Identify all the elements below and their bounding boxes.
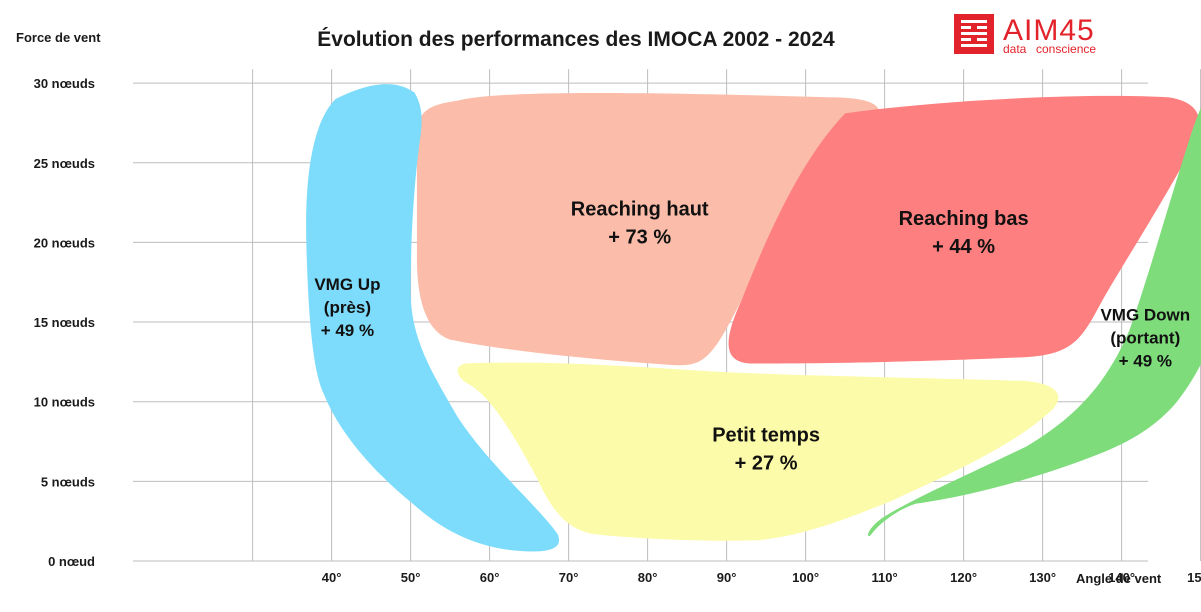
x-tick-label: 70° <box>559 570 579 585</box>
logo-tagline-data: data <box>1003 42 1027 56</box>
region-label-line: + 49 % <box>321 321 374 340</box>
x-tick-label: 130° <box>1029 570 1056 585</box>
region-reaching-haut <box>416 92 879 366</box>
region-vmg-up <box>306 84 560 552</box>
region-label-reaching-bas: Reaching bas + 44 % <box>899 208 1029 258</box>
region-label-line: VMG Down <box>1100 305 1190 324</box>
y-tick-label: 5 nœuds <box>41 474 95 489</box>
region-label-vmg-up: VMG Up (près) + 49 % <box>314 275 380 340</box>
logo-name: AIM45 <box>1003 14 1095 47</box>
aim45-logo-mark <box>954 14 994 54</box>
region-label-vmg-down: VMG Down (portant) + 49 % <box>1100 305 1190 370</box>
x-tick-label: 60° <box>480 570 500 585</box>
y-tick-label: 15 nœuds <box>34 315 95 330</box>
x-axis-ticks: 40° 50° 60° 70° 80° 90° 100° 110° 120° 130° 140° 15… <box>322 570 1201 585</box>
region-label-reaching-haut: Reaching haut + 73 % <box>571 198 709 248</box>
x-tick-label: 110° <box>872 570 898 585</box>
x-tick-label: 80° <box>638 570 658 585</box>
region-label-line: VMG Up <box>314 275 380 294</box>
logo-tagline-conscience: conscience <box>1036 42 1096 56</box>
y-axis-title: Force de vent <box>16 30 101 45</box>
x-axis-title: Angle de vent <box>1076 571 1162 586</box>
y-axis-ticks: 0 nœud 5 nœuds 10 nœuds 15 nœuds 20 nœuds 25 … <box>34 76 95 569</box>
x-tick-label: 50° <box>401 570 421 585</box>
region-label-line: Reaching haut <box>571 198 709 220</box>
aim45-logo: AIM45 data conscience <box>954 14 1096 56</box>
region-label-line: + 49 % <box>1119 351 1172 370</box>
region-label-line: (près) <box>324 298 371 317</box>
y-tick-label: 25 nœuds <box>34 156 95 171</box>
region-label-petit-temps: Petit temps + 27 % <box>712 425 820 475</box>
region-label-line: Reaching bas <box>899 208 1029 230</box>
y-tick-label: 0 nœud <box>48 554 95 569</box>
x-tick-label: 100° <box>792 570 819 585</box>
region-vmg-down <box>868 107 1201 537</box>
chart-title: Évolution des performances des IMOCA 200… <box>317 28 835 51</box>
y-tick-label: 30 nœuds <box>34 76 95 91</box>
x-tick-label: 120° <box>950 570 977 585</box>
x-tick-label: 150° <box>1187 570 1201 585</box>
region-label-line: Petit temps <box>712 425 820 447</box>
region-reaching-bas <box>728 95 1200 364</box>
region-label-line: (portant) <box>1110 328 1180 347</box>
chart-regions <box>306 84 1201 552</box>
x-tick-label: 140° <box>1108 570 1135 585</box>
region-label-line: + 44 % <box>932 236 995 258</box>
y-tick-label: 10 nœuds <box>34 395 95 410</box>
region-label-line: + 73 % <box>608 226 671 248</box>
region-petit-temps <box>457 362 1059 541</box>
region-label-line: + 27 % <box>735 453 798 475</box>
y-tick-label: 20 nœuds <box>34 235 95 250</box>
x-tick-label: 40° <box>322 570 342 585</box>
x-tick-label: 90° <box>717 570 737 585</box>
region-labels: VMG Up (près) + 49 %Reaching haut + 73 %Rea… <box>314 198 1190 474</box>
